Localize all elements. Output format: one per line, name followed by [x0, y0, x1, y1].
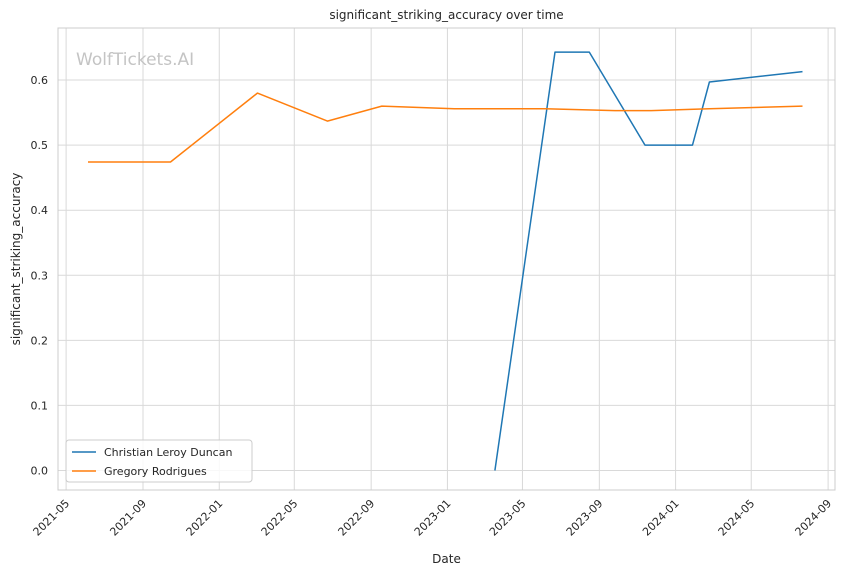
series-line-gregory [88, 92, 803, 163]
series-group [88, 51, 803, 471]
y-tick-label: 0.3 [31, 269, 49, 282]
watermark: WolfTickets.AI [76, 50, 194, 70]
x-tick-labels: 2021-05 2021-09 2022-01 2022-05 2022-09 2023-… [31, 497, 835, 539]
legend-box [65, 439, 253, 483]
plot-frame [57, 27, 836, 491]
series-line-christian [494, 51, 803, 471]
x-tick-label: 2021-09 [107, 497, 149, 539]
y-tick-label: 0.0 [31, 464, 49, 477]
legend-label-christian: Christian Leroy Duncan [104, 446, 232, 459]
x-tick-label: 2023-05 [487, 497, 529, 539]
y-axis-label: significant_striking_accuracy [9, 173, 23, 346]
y-tick-labels: 0.0 0.1 0.2 0.3 0.4 0.5 0.6 [31, 74, 49, 477]
y-tick-label: 0.1 [31, 399, 49, 412]
x-tick-label: 2022-01 [184, 497, 226, 539]
chart-title: significant_striking_accuracy over time [329, 8, 563, 22]
legend-label-gregory: Gregory Rodrigues [104, 465, 207, 478]
y-tick-label: 0.5 [31, 139, 49, 152]
x-tick-label: 2024-01 [640, 497, 682, 539]
grid [58, 28, 835, 490]
x-axis-label: Date [432, 552, 461, 566]
x-tick-label: 2024-05 [716, 497, 758, 539]
x-tick-label: 2021-05 [31, 497, 73, 539]
x-tick-label: 2022-09 [336, 497, 378, 539]
y-tick-label: 0.2 [31, 334, 49, 347]
y-tick-label: 0.6 [31, 74, 49, 87]
x-tick-label: 2022-05 [259, 497, 301, 539]
x-tick-label: 2024-09 [793, 497, 835, 539]
x-tick-label: 2023-01 [412, 497, 454, 539]
legend: Christian Leroy Duncan Gregory Rodrigues [65, 439, 253, 483]
x-tick-label: 2023-09 [564, 497, 606, 539]
y-tick-label: 0.4 [31, 204, 49, 217]
